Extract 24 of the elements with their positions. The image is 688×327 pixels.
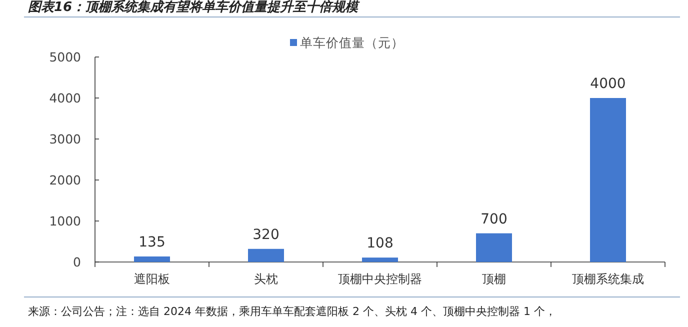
legend-label: 单车价值量（元）	[300, 35, 404, 50]
x-tick-label: 顶棚	[482, 272, 506, 286]
data-label: 700	[480, 211, 508, 228]
x-tick-label: 遮阳板	[134, 272, 170, 286]
source-note: 来源：公司公告；注：选自 2024 年数据，乘用车单车配套遮阳板 2 个、头枕 4 个、顶棚中央控制器 1 个，	[28, 305, 556, 318]
x-tick-label: 头枕	[254, 272, 278, 286]
bar	[134, 256, 170, 262]
bar	[590, 98, 626, 262]
data-label: 4000	[590, 76, 626, 92]
data-label: 135	[138, 234, 166, 250]
x-tick-label: 顶棚系统集成	[572, 272, 644, 286]
y-tick-label: 5000	[49, 50, 82, 64]
bar	[476, 233, 512, 262]
bar	[362, 258, 398, 262]
y-tick-label: 1000	[49, 214, 82, 228]
bar	[248, 248, 284, 262]
data-label: 320	[252, 226, 280, 243]
x-tick-label: 顶棚中央控制器	[338, 272, 422, 286]
y-tick-label: 3000	[49, 132, 82, 146]
y-tick-label: 4000	[49, 90, 82, 106]
y-tick-label: 0	[73, 254, 82, 270]
y-tick-label: 2000	[49, 172, 82, 188]
data-label: 108	[366, 236, 394, 252]
chart-title: 图表16：顶棚系统集成有望将单车价值量提升至十倍规模	[28, 0, 360, 15]
